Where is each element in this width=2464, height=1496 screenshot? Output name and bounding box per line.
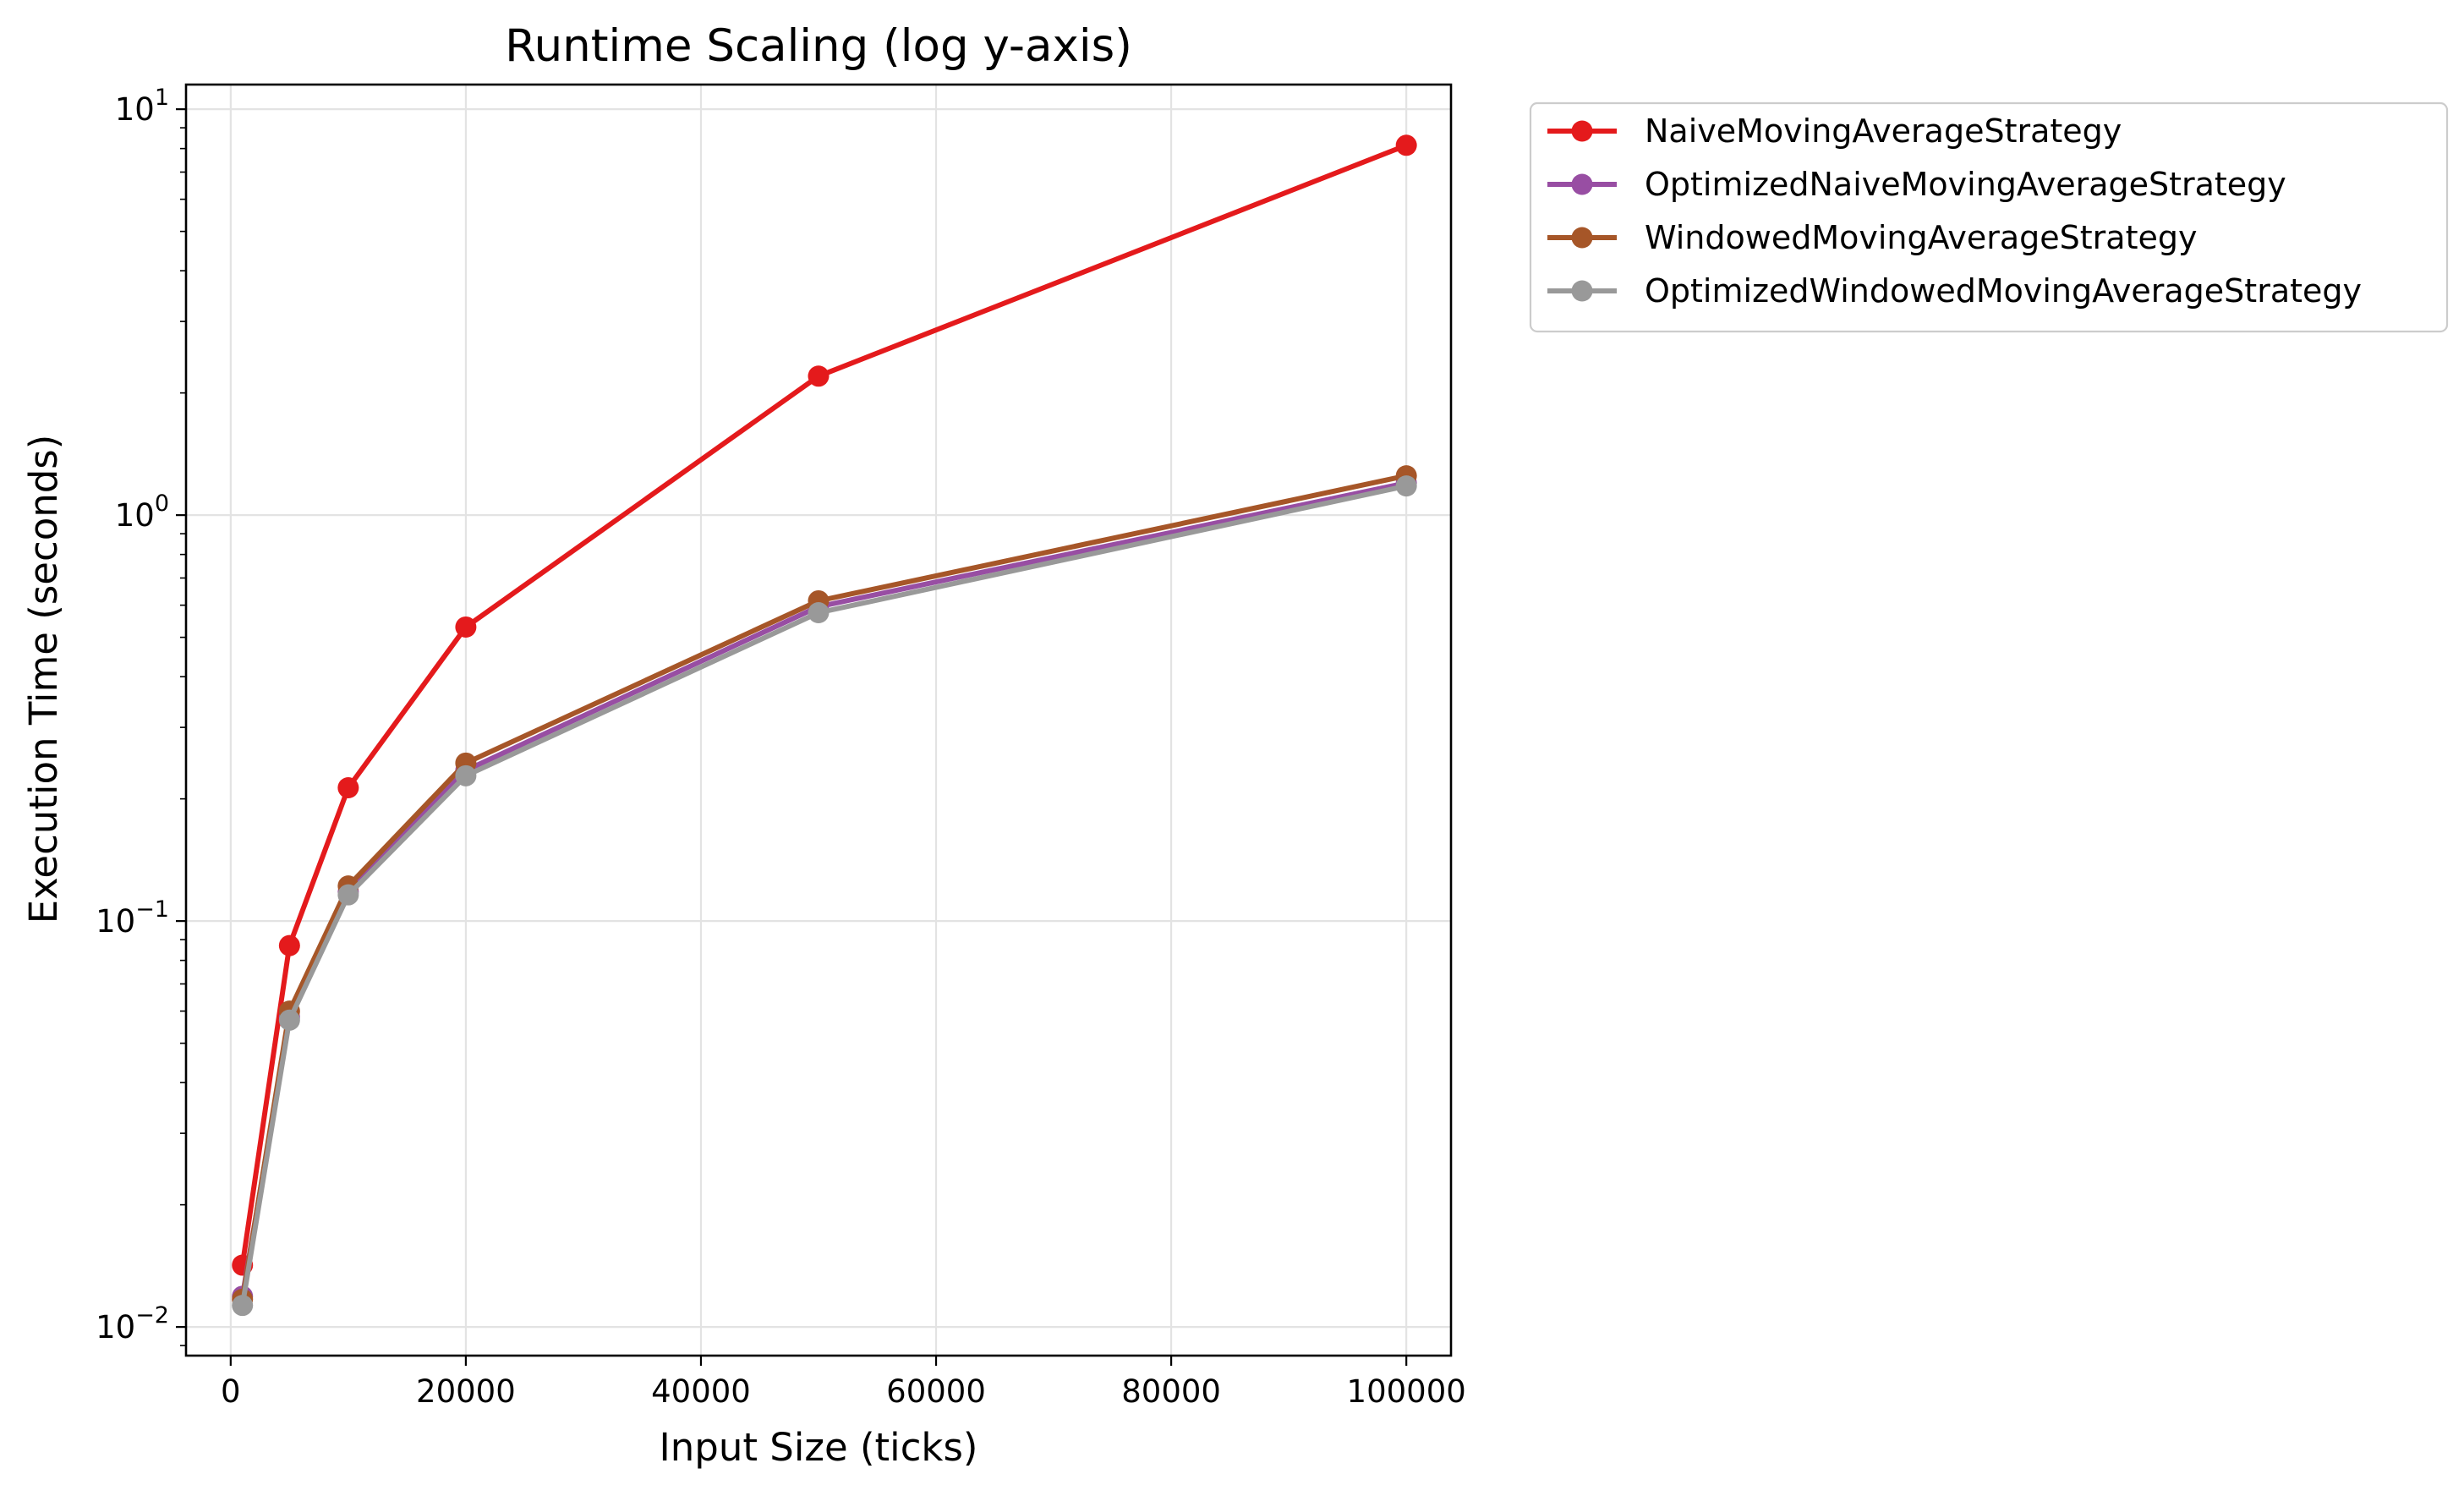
y-axis-label: Execution Time (seconds) [21,435,66,924]
legend: NaiveMovingAverageStrategy OptimizedNaive… [1529,101,2449,333]
legend-item: OptimizedWindowedMovingAverageStrategy [1547,272,2362,310]
legend-label: OptimizedWindowedMovingAverageStrategy [1645,272,2362,310]
x-tick-label: 20000 [416,1373,516,1410]
series-line [239,142,1410,1268]
grid [186,85,1451,1356]
data-point [808,365,830,387]
x-tick-label: 60000 [886,1373,986,1410]
x-tick-label: 40000 [651,1373,751,1410]
data-point [808,601,830,623]
y-tick-label: 101 [115,85,169,128]
legend-item: OptimizedNaiveMovingAverageStrategy [1547,166,2286,203]
legend-swatch-marker [1571,173,1593,195]
data-point [455,764,477,786]
series-line [239,483,1410,1308]
data-point [1395,475,1417,497]
series [232,475,1417,1317]
chart-title: Runtime Scaling (log y-axis) [505,20,1132,72]
y-tick-label: 100 [115,490,169,534]
data-point [232,1295,254,1317]
data-point [278,934,300,956]
x-tick-label: 0 [221,1373,241,1410]
x-axis-label: Input Size (ticks) [659,1425,977,1470]
y-tick-label: 10−1 [96,896,169,940]
legend-swatch-marker [1571,227,1593,249]
x-tick-label: 100000 [1347,1373,1466,1410]
legend-label: NaiveMovingAverageStrategy [1645,112,2122,150]
data-point [455,616,477,638]
legend-item: NaiveMovingAverageStrategy [1547,112,2122,150]
data-point [337,777,359,799]
plot-frame [184,83,1453,1357]
series-lines [232,134,1417,1317]
legend-swatch-marker [1571,280,1593,302]
data-point [1395,134,1417,156]
legend-swatch-marker [1571,120,1593,142]
axes: 0 20000 40000 60000 80000 100000 10−2 10−1 100 10… [96,85,1466,1410]
data-point [337,884,359,906]
legend-box [1529,101,2449,333]
y-tick-label: 10−2 [96,1302,169,1345]
legend-item: WindowedMovingAverageStrategy [1547,219,2197,256]
x-tick-label: 80000 [1121,1373,1221,1410]
series [232,134,1417,1276]
legend-label: OptimizedNaiveMovingAverageStrategy [1645,166,2286,203]
legend-label: WindowedMovingAverageStrategy [1645,219,2197,256]
data-point [278,1009,300,1031]
